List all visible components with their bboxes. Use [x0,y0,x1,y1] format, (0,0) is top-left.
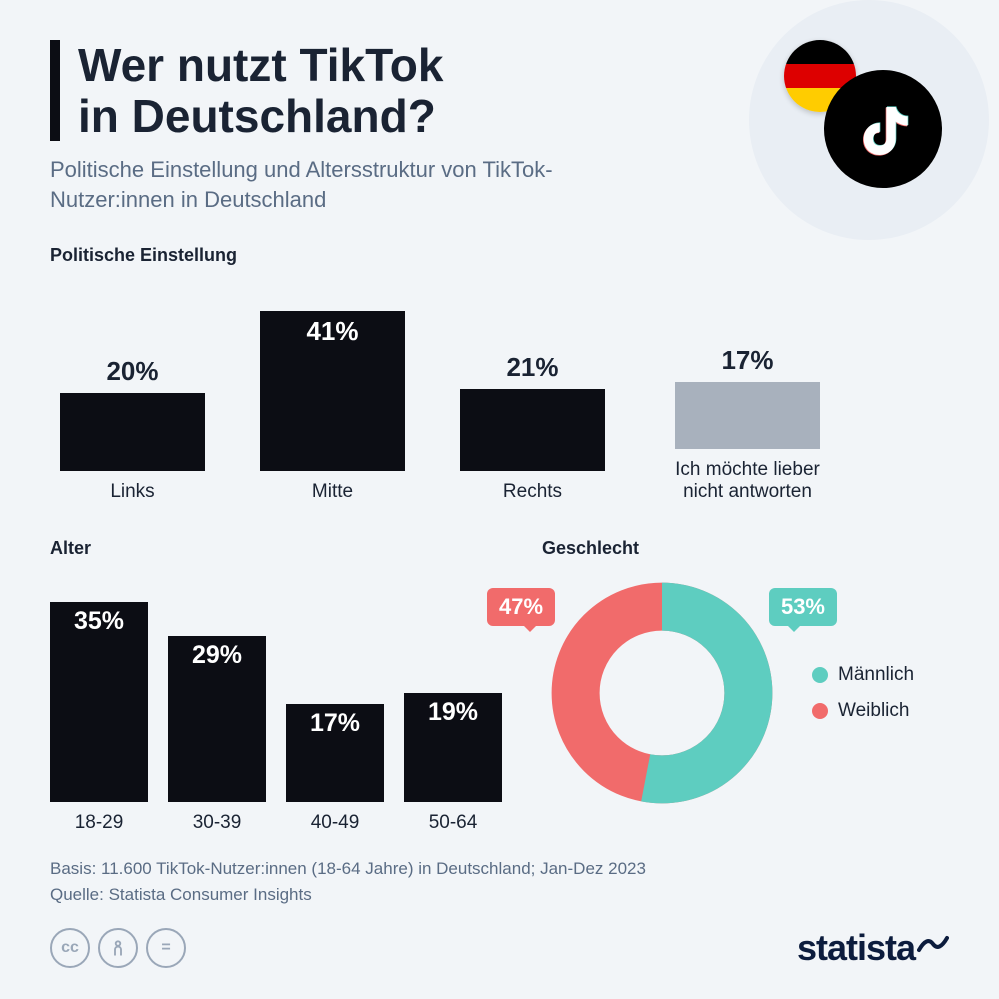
legend-label: Weiblich [838,700,909,722]
bar-label: Links [110,481,154,503]
bar-rect [460,389,605,471]
bottom-row: Alter 35% 18-29 29% 30-39 17% 40-49 19% 50-64 G… [50,538,949,834]
political-bar: 21%Rechts [460,358,605,503]
basis-text: Basis: 11.600 TikTok-Nutzer:innen (18-64… [50,856,949,882]
political-bar: 41% Mitte [260,280,405,503]
legend-item: Weiblich [812,700,914,722]
political-bars: 20%Links41%Mitte21%Rechts17%Ich möchte l… [50,280,949,503]
source-text: Quelle: Statista Consumer Insights [50,882,949,908]
legend-dot [812,667,828,683]
header: Wer nutzt TikTok in Deutschland? Politis… [50,40,949,215]
legend-label: Männlich [838,664,914,686]
bar-label: 18-29 [75,812,124,834]
bar-value: 17% [310,709,360,738]
donut-wrap: 47% 53% Männlich Weiblich [542,573,949,813]
donut: 47% 53% [542,573,782,813]
bar-label: 30-39 [193,812,242,834]
bar-value: 35% [74,607,124,636]
legend-dot [812,703,828,719]
political-bar: 17%Ich möchte lieber nicht antworten [660,351,835,502]
cc-icon: cc [50,928,90,968]
female-pct-bubble: 47% [487,588,555,626]
political-label: Politische Einstellung [50,245,949,266]
statista-text: statista [797,927,915,969]
bar-value: 41% [306,316,358,347]
age-bar: 35% 18-29 [50,573,148,834]
tiktok-logo-icon [824,70,942,188]
bar-rect [60,393,205,471]
title-line-1: Wer nutzt TikTok [78,40,443,91]
bar-value: 29% [192,641,242,670]
title-block: Wer nutzt TikTok in Deutschland? Politis… [50,40,769,215]
statista-wave-icon [917,927,949,969]
age-chart: Alter 35% 18-29 29% 30-39 17% 40-49 19% 50-64 [50,538,502,834]
age-bars: 35% 18-29 29% 30-39 17% 40-49 19% 50-64 [50,573,502,834]
cc-nd-icon: = [146,928,186,968]
bar-label: Mitte [312,481,353,503]
political-chart: Politische Einstellung 20%Links41%Mitte2… [50,245,949,503]
cc-by-icon [98,928,138,968]
bar-value: 21% [506,352,558,383]
age-bar: 19% 50-64 [404,664,502,834]
political-bar: 20%Links [60,362,205,503]
subtitle: Politische Einstellung und Altersstruktu… [50,155,650,214]
statista-logo: statista [797,927,949,969]
gender-chart: Geschlecht 47% 53% Männlich Weiblich [542,538,949,834]
bar-value: 19% [428,698,478,727]
bar-label: 50-64 [429,812,478,834]
cc-icons: cc = [50,928,186,968]
bar-rect [675,382,820,448]
age-label: Alter [50,538,502,559]
bar-label: Ich möchte lieber nicht antworten [660,459,835,503]
logo-cluster [769,40,949,200]
footer: Basis: 11.600 TikTok-Nutzer:innen (18-64… [50,856,949,969]
title-bar: Wer nutzt TikTok in Deutschland? [50,40,769,141]
gender-label: Geschlecht [542,538,949,559]
title-line-2: in Deutschland? [78,91,443,142]
bar-label: Rechts [503,481,562,503]
legend-item: Männlich [812,664,914,686]
age-bar: 29% 30-39 [168,607,266,834]
bar-value: 20% [106,356,158,387]
title-accent-bar [50,40,60,141]
male-pct-bubble: 53% [769,588,837,626]
bar-value: 17% [721,345,773,376]
gender-legend: Männlich Weiblich [812,664,914,722]
bar-label: 40-49 [311,812,360,834]
age-bar: 17% 40-49 [286,675,384,833]
